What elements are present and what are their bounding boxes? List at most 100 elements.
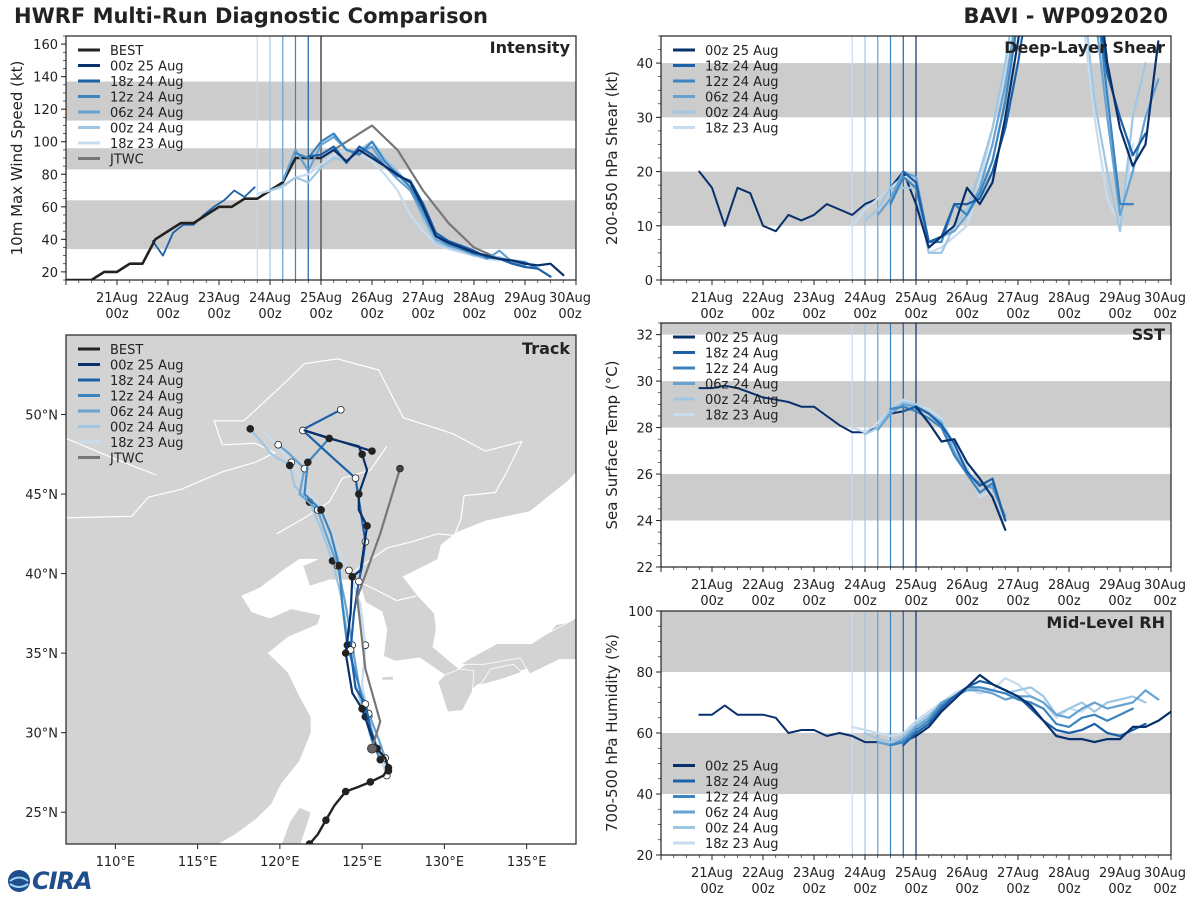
legend-label: BEST <box>110 44 143 59</box>
x-tick-label: 21Aug <box>691 866 733 881</box>
x-tick-label: 00z <box>853 882 877 897</box>
x-tick-label: 00z <box>1057 882 1081 897</box>
map-area <box>66 335 576 844</box>
legend-label: 06z 24 Aug <box>110 106 184 121</box>
track-point <box>322 816 330 824</box>
x-tick-label: 00z <box>955 594 979 609</box>
series-line-jtwc <box>319 124 501 260</box>
track-point <box>274 440 283 449</box>
y-axis-label: 700-500 hPa Humidity (%) <box>603 634 621 832</box>
x-tick-label: 26Aug <box>351 291 393 306</box>
x-tick-label: 00z <box>904 882 928 897</box>
legend-label: 18z 24 Aug <box>705 347 779 362</box>
panel-track: 110°E 115°E 120°E 125°E 130°E 135°E 25°N 30°N 35… <box>25 334 577 870</box>
x-tick-label: 23Aug <box>793 866 835 881</box>
x-tick-label: 23Aug <box>793 291 835 306</box>
legend-label: 06z 24 Aug <box>705 806 779 821</box>
legend-label: JTWC <box>109 153 144 168</box>
y-tick-label: 30°N <box>25 727 58 742</box>
y-tick-label: 20 <box>636 166 653 181</box>
series-line-early <box>151 186 256 257</box>
x-tick-label: 30Aug <box>1144 291 1186 306</box>
x-tick-label: 00z <box>1006 307 1030 322</box>
y-tick-label: 80 <box>636 666 653 681</box>
x-tick-label: 135°E <box>507 855 547 870</box>
legend-label: 18z 24 Aug <box>705 60 779 75</box>
legend-label: 18z 23 Aug <box>705 837 779 852</box>
x-tick-label: 25Aug <box>895 291 937 306</box>
legend-label: 18z 23 Aug <box>705 122 779 137</box>
y-tick-label: 40 <box>636 57 653 72</box>
x-tick-label: 27Aug <box>997 578 1039 593</box>
panel-title: Deep-Layer Shear <box>1004 38 1165 57</box>
legend-label: 00z 25 Aug <box>705 760 779 775</box>
land-kyushu <box>437 668 475 713</box>
x-tick-label: 30Aug <box>1144 866 1186 881</box>
x-tick-label: 24Aug <box>844 291 886 306</box>
legend-label: 18z 23 Aug <box>110 137 184 152</box>
y-tick-label: 120 <box>33 103 58 118</box>
x-tick-label: 29Aug <box>1099 866 1141 881</box>
plot-area-shear <box>661 36 1171 280</box>
series-line-best <box>66 156 323 280</box>
track-point <box>348 572 357 581</box>
y-tick-label: 160 <box>33 38 58 53</box>
cira-logo-text: CIRA <box>32 867 93 895</box>
legend-label: 18z 24 Aug <box>705 775 779 790</box>
series-line-run <box>319 148 565 277</box>
legend-label: 00z 25 Aug <box>705 44 779 59</box>
panel-title: Track <box>522 339 570 358</box>
series-line-run <box>914 673 1171 744</box>
legend-label: 00z 24 Aug <box>705 822 779 837</box>
track-point <box>358 450 366 459</box>
x-tick-label: 125°E <box>342 855 382 870</box>
x-tick-label: 27Aug <box>997 866 1039 881</box>
x-tick-label: 28Aug <box>1048 291 1090 306</box>
series-line-run <box>889 686 1134 747</box>
x-tick-label: 29Aug <box>504 291 546 306</box>
x-tick-label: 00z <box>751 594 775 609</box>
land-shikoku <box>479 663 523 686</box>
y-axis-label: 200-850 hPa Shear (kt) <box>603 71 621 245</box>
y-tick-label: 40°N <box>25 568 58 583</box>
y-tick-label: 30 <box>636 375 653 390</box>
panel-shear: 01020304021Aug00z22Aug00z23Aug00z24Aug00… <box>603 35 1186 322</box>
x-tick-label: 00z <box>360 307 384 322</box>
plot-area-rh <box>661 611 1171 855</box>
x-tick-label: 00z <box>955 307 979 322</box>
series-line-run <box>902 679 1147 747</box>
x-tick-label: 21Aug <box>96 291 138 306</box>
x-tick-label: 00z <box>258 307 282 322</box>
x-tick-label: 00z <box>1057 307 1081 322</box>
track-point <box>335 561 343 570</box>
panel-sst: 22242628303221Aug00z22Aug00z23Aug00z24Au… <box>603 322 1186 609</box>
series-line-run <box>256 148 501 262</box>
x-tick-label: 29Aug <box>1099 291 1141 306</box>
x-tick-label: 130°E <box>425 855 465 870</box>
province-border <box>66 437 157 476</box>
track-point <box>358 704 366 713</box>
x-tick-label: 23Aug <box>793 578 835 593</box>
x-tick-label: 23Aug <box>198 291 240 306</box>
track-point <box>304 458 312 467</box>
track-point <box>384 763 393 772</box>
land-jeju <box>381 675 394 681</box>
y-axis-label: 10m Max Wind Speed (kt) <box>8 61 26 256</box>
y-tick-label: 60 <box>41 201 58 216</box>
y-tick-label: 30 <box>636 111 653 126</box>
country-border-korea <box>355 579 417 602</box>
y-tick-label: 100 <box>33 136 58 151</box>
x-tick-label: 00z <box>558 307 582 322</box>
x-tick-label: 28Aug <box>453 291 495 306</box>
track-point <box>317 506 325 514</box>
track-point <box>341 649 350 657</box>
x-tick-label: 22Aug <box>742 578 784 593</box>
cira-logo: CIRA <box>6 866 93 896</box>
x-tick-label: 28Aug <box>1048 866 1090 881</box>
x-tick-label: 00z <box>751 307 775 322</box>
x-tick-label: 00z <box>1153 882 1177 897</box>
y-tick-label: 25°N <box>25 806 58 821</box>
x-tick-label: 00z <box>411 307 435 322</box>
